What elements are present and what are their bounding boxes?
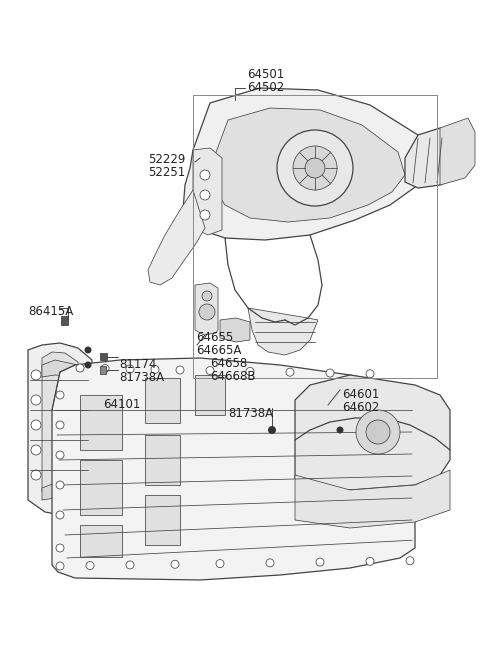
Text: 64668B: 64668B	[210, 370, 255, 383]
Circle shape	[293, 146, 337, 190]
Circle shape	[31, 470, 41, 480]
Circle shape	[171, 560, 179, 569]
Circle shape	[316, 558, 324, 566]
Circle shape	[76, 364, 84, 372]
Polygon shape	[195, 283, 218, 335]
Polygon shape	[295, 375, 450, 490]
Polygon shape	[52, 358, 415, 580]
Circle shape	[126, 561, 134, 569]
Polygon shape	[148, 190, 205, 285]
Polygon shape	[42, 352, 78, 500]
Bar	[80, 395, 122, 450]
Polygon shape	[248, 308, 318, 355]
Polygon shape	[405, 128, 468, 188]
Bar	[80, 460, 122, 515]
Circle shape	[366, 370, 374, 378]
Bar	[145, 435, 180, 485]
Text: 81174: 81174	[119, 358, 156, 371]
Text: 64502: 64502	[247, 81, 284, 94]
Circle shape	[366, 557, 374, 565]
Circle shape	[200, 190, 210, 200]
Circle shape	[286, 368, 294, 376]
Circle shape	[206, 367, 214, 375]
Text: 52251: 52251	[148, 166, 185, 179]
Circle shape	[199, 304, 215, 320]
Text: 64501: 64501	[247, 68, 284, 81]
Circle shape	[277, 130, 353, 206]
Circle shape	[56, 544, 64, 552]
Bar	[80, 525, 122, 557]
Circle shape	[246, 367, 254, 375]
Circle shape	[268, 426, 276, 434]
Bar	[100, 353, 107, 360]
Polygon shape	[220, 318, 250, 342]
Circle shape	[151, 365, 159, 373]
Bar	[193, 95, 437, 378]
Polygon shape	[42, 360, 78, 377]
Text: 64101: 64101	[103, 398, 140, 411]
Circle shape	[56, 511, 64, 519]
Polygon shape	[295, 470, 450, 528]
Polygon shape	[193, 148, 222, 235]
Polygon shape	[440, 118, 475, 185]
Circle shape	[31, 445, 41, 455]
Text: 64658: 64658	[210, 357, 247, 370]
Circle shape	[56, 391, 64, 399]
Text: 81738A: 81738A	[119, 371, 164, 384]
Polygon shape	[28, 343, 92, 515]
Circle shape	[84, 346, 92, 354]
Circle shape	[126, 365, 134, 373]
Polygon shape	[42, 483, 78, 500]
Circle shape	[31, 370, 41, 380]
Circle shape	[200, 170, 210, 180]
Bar	[100, 366, 106, 374]
Text: 64601: 64601	[342, 388, 379, 401]
Text: 64602: 64602	[342, 401, 379, 414]
Circle shape	[56, 481, 64, 489]
Circle shape	[56, 421, 64, 429]
Circle shape	[366, 420, 390, 444]
Circle shape	[216, 559, 224, 568]
Circle shape	[31, 420, 41, 430]
Text: 81738A: 81738A	[228, 407, 273, 420]
Text: 64655: 64655	[196, 331, 233, 344]
Circle shape	[200, 210, 210, 220]
Circle shape	[101, 364, 109, 373]
Circle shape	[31, 395, 41, 405]
Circle shape	[356, 410, 400, 454]
Circle shape	[326, 369, 334, 377]
Circle shape	[56, 451, 64, 459]
Circle shape	[86, 561, 94, 570]
Bar	[145, 378, 180, 423]
Circle shape	[84, 362, 92, 369]
Circle shape	[305, 158, 325, 178]
Circle shape	[56, 562, 64, 570]
Bar	[61, 316, 68, 325]
Circle shape	[336, 426, 344, 434]
Bar	[195, 375, 225, 415]
Circle shape	[176, 366, 184, 374]
Circle shape	[202, 291, 212, 301]
Text: 86415A: 86415A	[28, 305, 73, 318]
Circle shape	[406, 557, 414, 565]
Bar	[145, 495, 180, 545]
Text: 52229: 52229	[148, 153, 185, 166]
Polygon shape	[183, 88, 430, 240]
Circle shape	[266, 559, 274, 567]
Text: 64665A: 64665A	[196, 344, 241, 357]
Polygon shape	[213, 108, 405, 222]
